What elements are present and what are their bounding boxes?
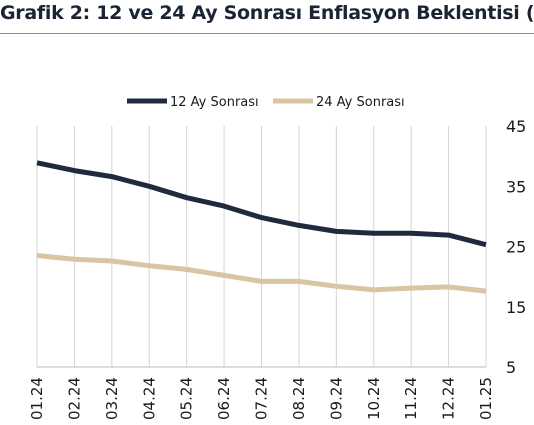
x-tick-label: 01.25 [477,377,495,420]
x-tick-label: 05.24 [178,377,196,420]
legend: 12 Ay Sonrası 24 Ay Sonrası [127,95,405,110]
x-tick-label: 08.24 [290,377,308,420]
y-tick-label: 5 [506,358,516,377]
chart-title: Grafik 2: 12 ve 24 Ay Sonrası Enflasyon … [0,2,534,24]
y-tick-label: 25 [506,238,526,257]
series-line-1 [36,160,487,248]
x-axis: 01.24 02.24 03.24 04.24 05.24 06.24 07.24 08.24… [28,377,495,420]
series-line-2 [36,253,487,294]
legend-label-1: 12 Ay Sonrası [170,95,259,110]
x-tick-label: 10.24 [365,377,383,420]
y-axis: 45 35 25 15 5 [506,117,526,377]
x-tick-label: 03.24 [103,377,121,420]
plot-lines [36,160,487,294]
y-tick-label: 45 [506,117,526,136]
x-tick-label: 04.24 [140,377,158,420]
y-tick-label: 15 [506,298,526,317]
x-tick-label: 01.24 [28,377,46,420]
title-divider [0,33,534,34]
x-tick-label: 12.24 [440,377,458,420]
x-tick-label: 02.24 [65,377,83,420]
x-tick-label: 09.24 [327,377,345,420]
grid-lines [36,126,487,368]
x-tick-label: 07.24 [253,377,271,420]
x-tick-label: 11.24 [402,377,420,420]
legend-label-2: 24 Ay Sonrası [316,95,405,110]
x-tick-label: 06.24 [215,377,233,420]
y-tick-label: 35 [506,177,526,196]
